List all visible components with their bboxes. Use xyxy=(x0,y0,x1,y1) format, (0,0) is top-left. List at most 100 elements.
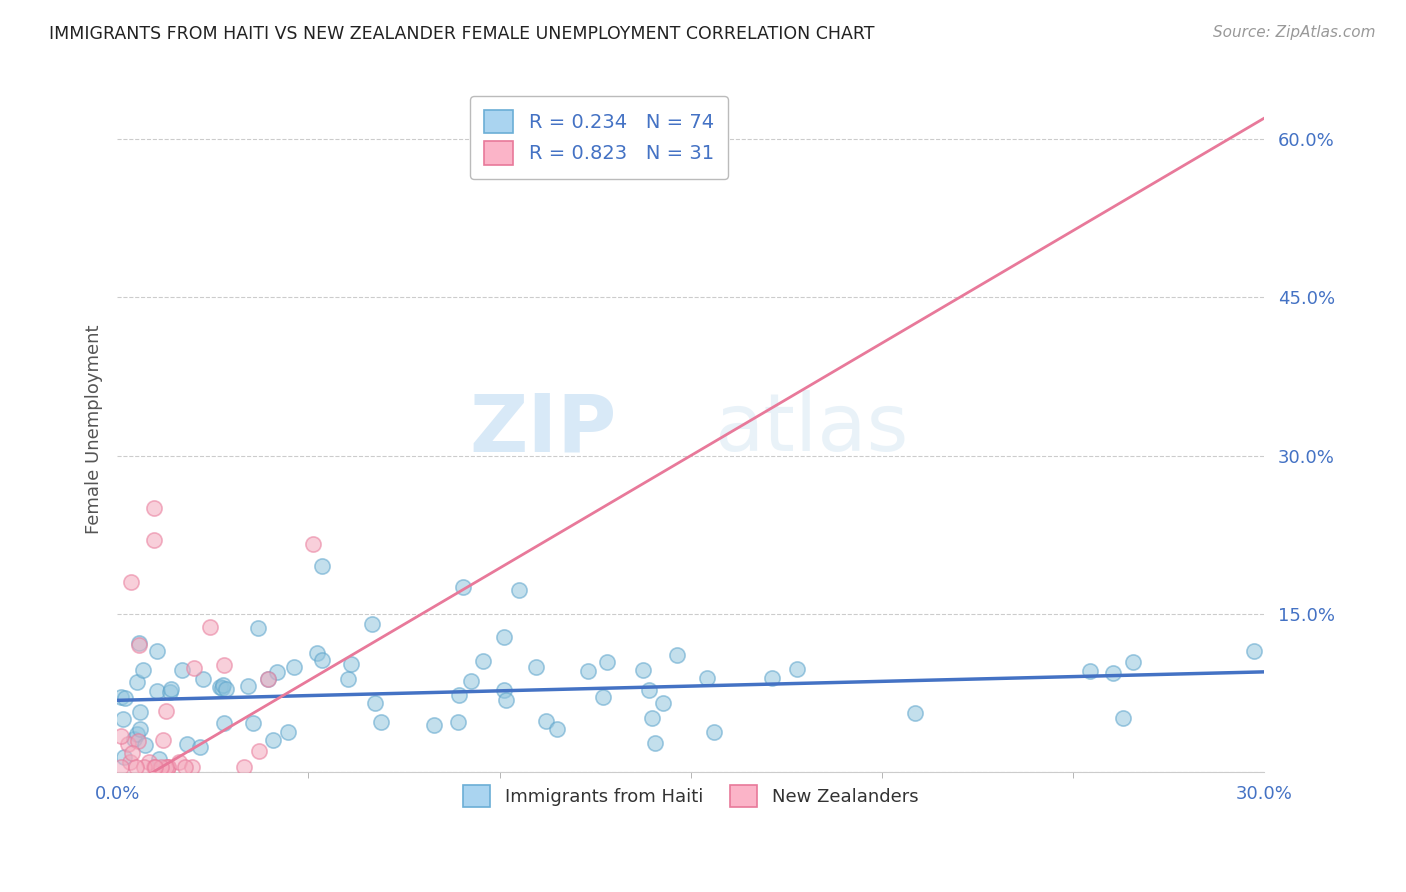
Point xyxy=(640,711,662,725)
Point xyxy=(176,737,198,751)
Point xyxy=(1243,644,1265,658)
Point xyxy=(277,725,299,739)
Point xyxy=(125,727,148,741)
Point xyxy=(120,575,142,590)
Point xyxy=(364,696,387,710)
Point xyxy=(214,715,236,730)
Point xyxy=(127,733,149,747)
Point xyxy=(209,680,232,694)
Point xyxy=(181,760,204,774)
Point xyxy=(129,722,152,736)
Point xyxy=(214,657,236,672)
Point xyxy=(257,672,280,686)
Point xyxy=(492,683,515,698)
Point xyxy=(696,671,718,685)
Point xyxy=(508,582,530,597)
Point xyxy=(703,724,725,739)
Point xyxy=(132,663,155,677)
Point xyxy=(247,744,270,758)
Point xyxy=(148,752,170,766)
Point xyxy=(215,681,238,696)
Point xyxy=(370,714,392,729)
Point xyxy=(546,722,568,736)
Point xyxy=(471,654,494,668)
Point xyxy=(266,665,288,680)
Point xyxy=(1078,664,1101,678)
Point xyxy=(128,635,150,649)
Point xyxy=(160,682,183,697)
Point xyxy=(138,756,160,770)
Point xyxy=(652,696,675,710)
Point xyxy=(644,736,666,750)
Point xyxy=(336,673,359,687)
Point xyxy=(132,760,155,774)
Point xyxy=(134,738,156,752)
Point xyxy=(534,714,557,729)
Point xyxy=(167,755,190,769)
Point xyxy=(262,733,284,747)
Point xyxy=(188,739,211,754)
Point xyxy=(117,737,139,751)
Point xyxy=(156,760,179,774)
Point xyxy=(145,760,167,774)
Point xyxy=(761,671,783,685)
Point xyxy=(191,672,214,686)
Point xyxy=(242,716,264,731)
Point xyxy=(129,705,152,719)
Point xyxy=(447,714,470,729)
Point xyxy=(112,750,135,764)
Point xyxy=(200,620,222,634)
Point xyxy=(150,760,173,774)
Point xyxy=(146,644,169,658)
Point xyxy=(114,690,136,705)
Text: atlas: atlas xyxy=(714,390,908,468)
Point xyxy=(111,712,134,726)
Point xyxy=(143,760,166,774)
Point xyxy=(311,653,333,667)
Point xyxy=(451,581,474,595)
Y-axis label: Female Unemployment: Female Unemployment xyxy=(86,325,103,534)
Point xyxy=(524,660,547,674)
Point xyxy=(283,660,305,674)
Point xyxy=(449,688,471,702)
Point xyxy=(152,733,174,747)
Point xyxy=(592,690,614,704)
Point xyxy=(257,672,280,686)
Text: Source: ZipAtlas.com: Source: ZipAtlas.com xyxy=(1212,25,1375,40)
Point xyxy=(339,657,361,672)
Point xyxy=(495,693,517,707)
Point xyxy=(211,678,233,692)
Point xyxy=(121,746,143,760)
Point xyxy=(145,684,167,698)
Point xyxy=(236,679,259,693)
Point xyxy=(155,760,177,774)
Point xyxy=(128,638,150,652)
Point xyxy=(124,732,146,747)
Point xyxy=(423,718,446,732)
Point xyxy=(159,685,181,699)
Point xyxy=(142,533,165,547)
Point xyxy=(173,760,195,774)
Text: IMMIGRANTS FROM HAITI VS NEW ZEALANDER FEMALE UNEMPLOYMENT CORRELATION CHART: IMMIGRANTS FROM HAITI VS NEW ZEALANDER F… xyxy=(49,25,875,43)
Point xyxy=(460,674,482,689)
Point xyxy=(301,537,323,551)
Point xyxy=(596,655,619,669)
Point xyxy=(360,617,382,632)
Point xyxy=(125,760,148,774)
Point xyxy=(576,664,599,678)
Point xyxy=(904,706,927,721)
Point xyxy=(665,648,688,662)
Point xyxy=(305,646,328,660)
Point xyxy=(143,501,166,516)
Point xyxy=(110,690,132,704)
Point xyxy=(786,662,808,676)
Point xyxy=(118,755,141,769)
Point xyxy=(170,663,193,677)
Point xyxy=(247,621,270,635)
Point xyxy=(492,630,515,644)
Point xyxy=(110,729,132,743)
Point xyxy=(110,760,132,774)
Point xyxy=(183,661,205,675)
Point xyxy=(233,760,256,774)
Point xyxy=(1112,710,1135,724)
